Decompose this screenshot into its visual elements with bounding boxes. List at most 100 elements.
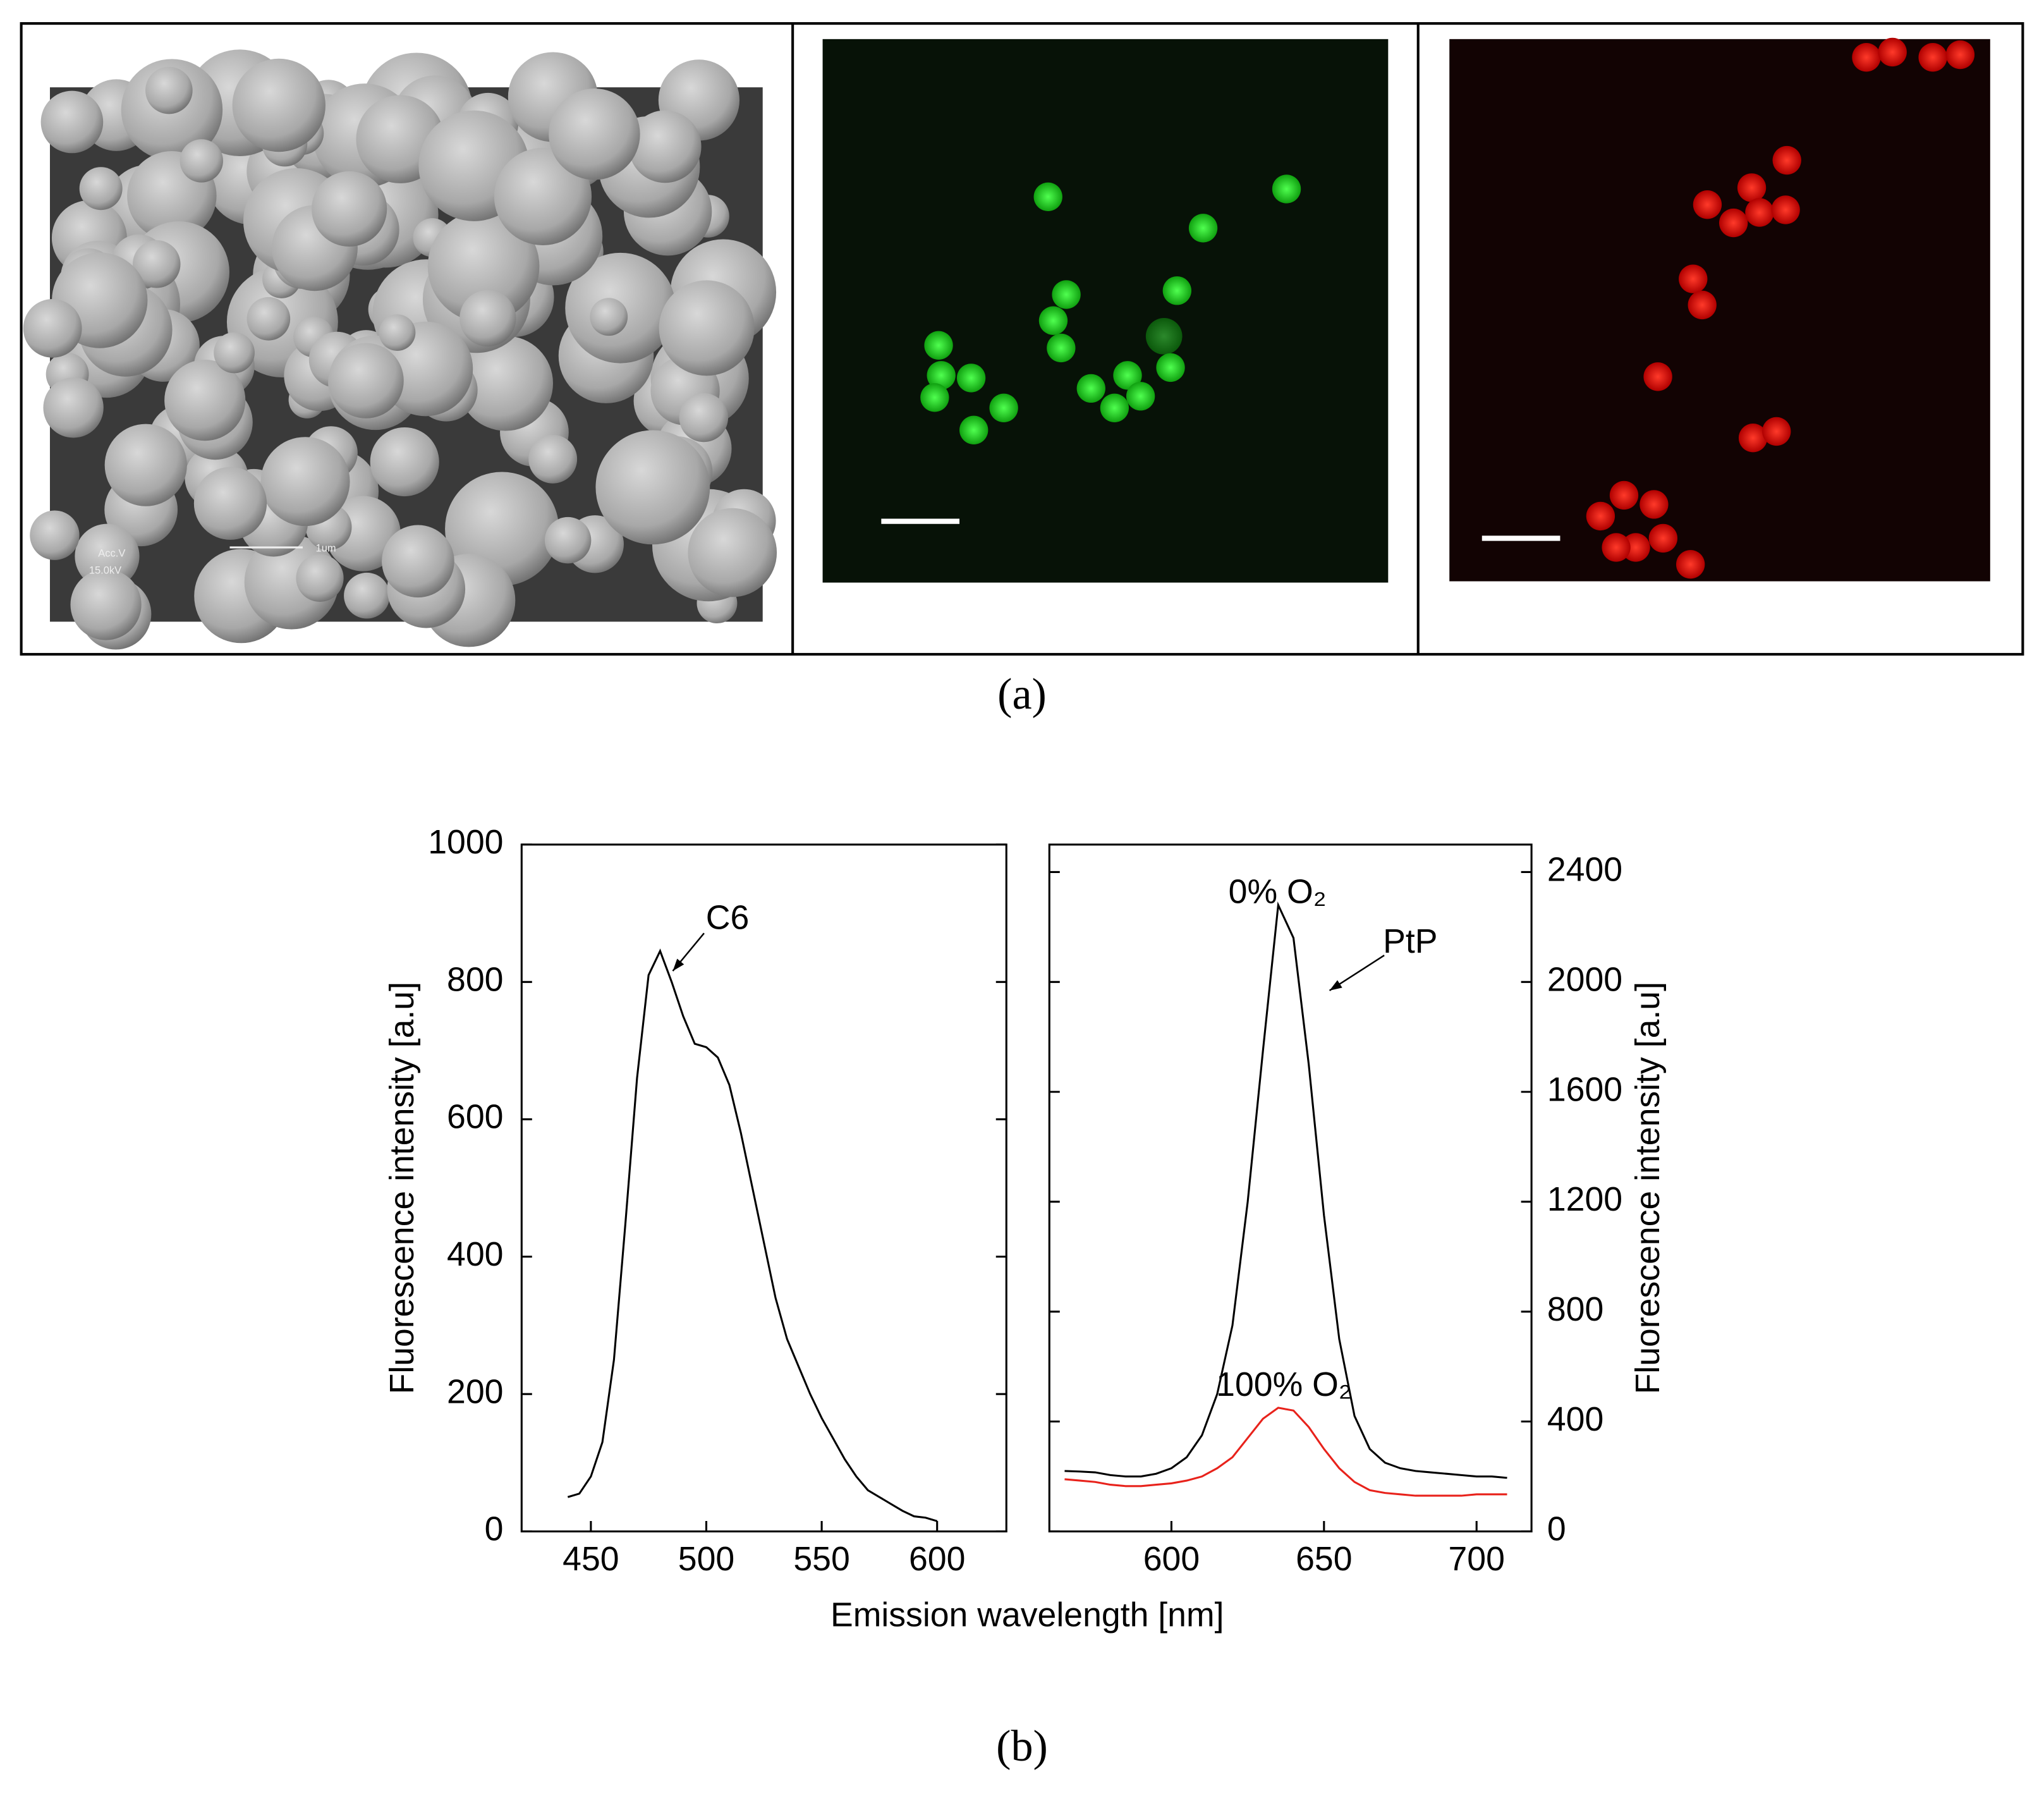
sem-particle	[214, 332, 255, 374]
sem-image	[23, 49, 777, 650]
sem-particle	[379, 314, 416, 351]
series-label: 0% O₂	[1229, 872, 1327, 910]
x-tick-label: 550	[793, 1540, 849, 1578]
red-particle	[1772, 145, 1801, 175]
green-particle	[1126, 382, 1155, 411]
green-particle	[1272, 174, 1301, 204]
sem-particle	[427, 211, 540, 322]
sem-particle	[382, 525, 454, 598]
sem-particle	[246, 296, 291, 341]
green-particle	[920, 383, 949, 412]
y-tick-label: 1200	[1547, 1180, 1622, 1218]
annotation: C6	[706, 899, 750, 937]
green-particle	[1156, 353, 1185, 382]
panel-frame	[20, 22, 2024, 656]
red-particle	[1639, 490, 1669, 519]
green-particle	[1162, 276, 1192, 305]
y-tick-label: 600	[447, 1098, 503, 1136]
red-particle	[1771, 195, 1800, 224]
green-fluorescence-image	[822, 39, 1389, 583]
red-particle	[1719, 208, 1748, 238]
red-particle	[1693, 190, 1722, 219]
red-particle	[1609, 480, 1639, 510]
arrow-head	[672, 958, 684, 971]
red-fluorescence-image	[1449, 37, 1990, 582]
y-tick-label: 800	[447, 960, 503, 998]
red-particle	[1643, 362, 1672, 391]
red-particle	[1852, 43, 1881, 72]
green-particle	[959, 415, 989, 445]
red-particle	[1737, 173, 1767, 202]
y-tick-label: 200	[447, 1372, 503, 1410]
sem-particle	[260, 437, 350, 527]
red-particle	[1878, 37, 1907, 67]
sem-text: 15.0kV	[89, 565, 121, 576]
red-particle	[1602, 533, 1631, 562]
green-particle	[927, 361, 956, 390]
line-series	[1064, 1407, 1507, 1497]
x-tick-label: 500	[678, 1540, 734, 1578]
sem-particle	[595, 430, 710, 545]
red-particle	[1738, 424, 1768, 453]
sem-particle	[104, 424, 187, 506]
sem-particle	[40, 90, 104, 154]
plot-frame	[1048, 843, 1533, 1533]
sem-particle	[344, 572, 390, 619]
green-particle	[1038, 306, 1068, 335]
sem-particle	[528, 434, 578, 484]
sem-particle	[628, 110, 702, 183]
line-series	[1064, 901, 1507, 1479]
sem-particle	[459, 290, 516, 347]
arrow-head	[1329, 980, 1342, 991]
green-particle	[1113, 361, 1142, 390]
green-particle	[1033, 182, 1062, 211]
plot-frame	[520, 843, 1007, 1533]
green-particle	[989, 393, 1018, 422]
x-axis-label: Emission wavelength [nm]	[830, 1596, 1224, 1634]
y-tick-label: 0	[485, 1510, 504, 1548]
series-label: 100% O₂	[1216, 1365, 1351, 1403]
sem-text: 1um	[316, 542, 336, 554]
red-particle	[1945, 40, 1975, 70]
red-particle	[1648, 523, 1678, 553]
x-tick-label: 600	[1143, 1540, 1200, 1578]
y-tick-label: 400	[447, 1235, 503, 1273]
green-particle	[1076, 374, 1105, 403]
red-particle	[1918, 43, 1947, 72]
green-particle	[924, 331, 953, 360]
y-tick-label: 2000	[1547, 960, 1622, 998]
y-tick-label: 400	[1547, 1400, 1603, 1438]
red-particle	[1688, 290, 1717, 320]
green-particle	[1047, 333, 1076, 363]
sem-particle	[679, 393, 729, 443]
sem-particle	[544, 516, 592, 564]
sem-particle	[688, 508, 777, 597]
sem-particle	[549, 89, 640, 180]
line-series	[567, 948, 938, 1522]
red-particle	[1679, 264, 1708, 293]
annotation: PtP	[1383, 922, 1437, 960]
sem-particle	[590, 298, 628, 336]
red-particle	[1676, 550, 1705, 579]
green-particle	[1052, 280, 1081, 309]
sem-particle	[145, 66, 193, 114]
sem-particle	[79, 167, 123, 211]
sem-particle	[494, 147, 592, 245]
green-particle	[1145, 318, 1183, 355]
sem-particle	[133, 240, 181, 288]
sem-particle	[328, 343, 404, 418]
y-tick-label: 0	[1547, 1510, 1566, 1548]
x-tick-label: 450	[563, 1540, 619, 1578]
red-particle	[1745, 198, 1774, 227]
y-axis-label: Fluorescence intensity [a.u]	[1629, 982, 1667, 1394]
y-axis-label: Fluorescence intensity [a.u]	[383, 982, 421, 1394]
green-particle	[1100, 393, 1129, 422]
sem-particle	[296, 554, 344, 602]
sem-particle	[23, 298, 82, 358]
green-particle	[956, 363, 986, 393]
green-particle	[1188, 214, 1218, 243]
panel-label: (a)	[997, 670, 1047, 719]
sem-particle	[75, 523, 140, 589]
